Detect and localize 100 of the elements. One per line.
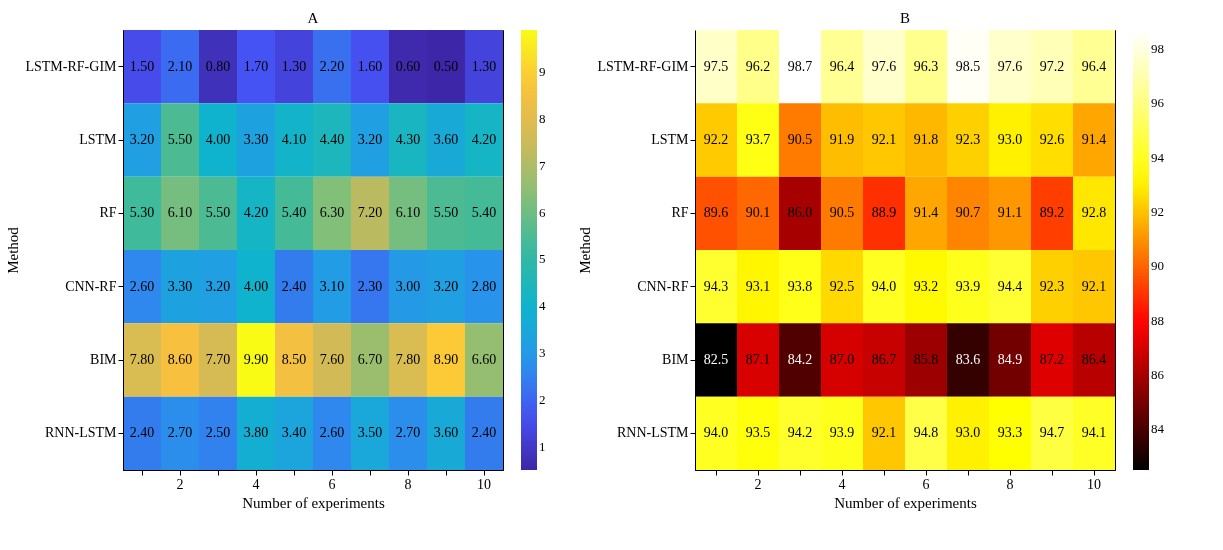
data-label: 89.2: [1039, 205, 1065, 221]
data-label: 94.7: [1039, 425, 1065, 441]
data-label: 5.30: [129, 205, 155, 221]
x-tick-label: 2: [176, 476, 184, 492]
data-label: 2.20: [319, 58, 345, 74]
data-label: 5.50: [205, 205, 231, 221]
data-label: 87.0: [829, 352, 855, 367]
data-label: 3.40: [281, 425, 307, 441]
x-tick-label: 6: [922, 476, 930, 492]
data-label: 7.80: [129, 352, 155, 367]
data-label: 1.60: [357, 58, 383, 74]
data-label: 8.90: [433, 352, 459, 367]
y-tick-label: CNN-RF: [637, 278, 689, 294]
chart-title: B: [899, 10, 911, 26]
x-axis-title: Number of experiments: [834, 494, 977, 511]
data-label: 2.70: [167, 425, 193, 441]
data-label: 4.00: [243, 278, 269, 294]
data-label: 2.40: [471, 425, 497, 441]
color-bar-label: 92: [1151, 203, 1164, 219]
x-tick-label: 10: [1087, 476, 1101, 492]
data-label: 4.10: [281, 132, 307, 147]
data-label: 6.60: [471, 352, 497, 367]
data-label: 84.9: [997, 352, 1023, 367]
data-label: 4.30: [395, 132, 421, 147]
data-label: 94.4: [997, 278, 1023, 294]
data-label: 6.10: [167, 205, 193, 221]
data-label: 2.10: [167, 58, 193, 74]
color-bar-label: 5: [539, 251, 546, 267]
y-tick-label: LSTM-RF-GIM: [597, 58, 690, 74]
data-label: 94.3: [703, 278, 729, 294]
data-label: 3.20: [357, 132, 383, 147]
data-label: 86.0: [787, 205, 813, 221]
data-label: 9.90: [243, 352, 269, 367]
data-label: 93.8: [787, 278, 813, 294]
data-label: 92.2: [703, 132, 729, 147]
data-label: 91.4: [1081, 132, 1107, 147]
data-label: 94.0: [871, 278, 897, 294]
data-label: 0.50: [433, 58, 459, 74]
data-label: 3.00: [395, 278, 421, 294]
data-label: 92.1: [871, 132, 897, 147]
y-tick-label: RNN-LSTM: [616, 425, 690, 441]
data-label: 93.2: [913, 278, 939, 294]
data-label: 91.1: [997, 205, 1023, 221]
data-label: 7.20: [357, 205, 383, 221]
data-label: 92.5: [829, 278, 855, 294]
data-label: 94.8: [913, 425, 939, 441]
data-label: 1.70: [243, 58, 269, 74]
color-bar-label: 6: [539, 204, 546, 220]
y-tick-label: LSTM: [651, 132, 690, 147]
data-label: 97.6: [871, 58, 897, 74]
data-label: 98.7: [787, 58, 813, 74]
data-label: 0.80: [205, 58, 231, 74]
data-label: 5.40: [471, 205, 497, 221]
color-bar-label: 8: [539, 110, 546, 126]
data-label: 85.8: [913, 352, 939, 367]
data-label: 3.50: [357, 425, 383, 441]
x-tick-label: 2: [754, 476, 762, 492]
data-label: 91.4: [913, 205, 939, 221]
data-label: 93.1: [745, 278, 771, 294]
data-label: 2.30: [357, 278, 383, 294]
data-label: 93.9: [829, 425, 855, 441]
data-label: 96.4: [1081, 58, 1107, 74]
x-tick-label: 4: [838, 476, 846, 492]
y-tick-label: RNN-LSTM: [44, 425, 118, 441]
data-label: 90.5: [829, 205, 855, 221]
data-label: 3.20: [205, 278, 231, 294]
data-label: 92.1: [871, 425, 897, 441]
data-label: 3.20: [129, 132, 155, 147]
data-label: 92.1: [1081, 278, 1107, 294]
x-tick-label: 10: [477, 476, 491, 492]
data-label: 3.10: [319, 278, 345, 294]
data-label: 83.6: [955, 352, 981, 367]
data-label: 8.60: [167, 352, 193, 367]
color-bar-label: 1: [539, 438, 546, 454]
data-label: 90.1: [745, 205, 771, 221]
y-tick-label: LSTM: [79, 132, 118, 147]
data-label: 3.30: [167, 278, 193, 294]
data-label: 97.5: [703, 58, 729, 74]
data-label: 1.30: [281, 58, 307, 74]
data-label: 92.3: [1039, 278, 1065, 294]
data-label: 1.30: [471, 58, 497, 74]
data-label: 3.60: [433, 425, 459, 441]
data-label: 6.10: [395, 205, 421, 221]
data-label: 3.60: [433, 132, 459, 147]
data-label: 5.40: [281, 205, 307, 221]
color-bar-label: 2: [539, 391, 546, 407]
data-label: 4.20: [471, 132, 497, 147]
data-label: 2.70: [395, 425, 421, 441]
color-bar-label: 90: [1151, 258, 1164, 274]
data-label: 93.7: [745, 132, 771, 147]
data-label: 2.80: [471, 278, 497, 294]
data-label: 87.2: [1039, 352, 1065, 367]
data-label: 7.80: [395, 352, 421, 367]
color-bar-label: 98: [1151, 41, 1164, 57]
data-label: 3.80: [243, 425, 269, 441]
x-tick-label: 8: [404, 476, 412, 492]
data-label: 6.70: [357, 352, 383, 367]
data-label: 91.8: [913, 132, 939, 147]
data-label: 4.20: [243, 205, 269, 221]
data-label: 91.9: [829, 132, 855, 147]
